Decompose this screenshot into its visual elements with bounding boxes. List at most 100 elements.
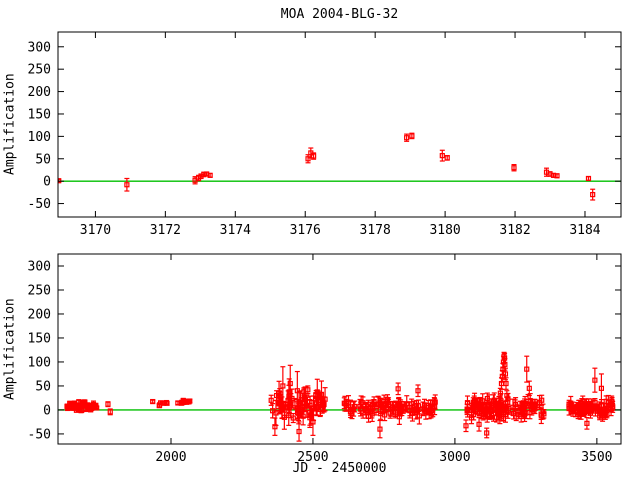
data-point	[342, 401, 348, 407]
data-point	[310, 419, 316, 425]
data-point	[526, 385, 532, 391]
x-tick-label: 3000	[439, 450, 470, 465]
y-tick-label: 250	[28, 63, 51, 78]
data-point	[150, 398, 156, 405]
data-point	[409, 133, 415, 139]
y-tick-label: 0	[43, 175, 51, 190]
data-point	[388, 406, 394, 412]
x-tick-label: 2000	[155, 450, 186, 465]
data-point	[577, 411, 583, 417]
data-point	[201, 171, 207, 178]
data-point	[540, 409, 546, 415]
y-tick-label: -50	[28, 197, 51, 212]
data-point	[280, 383, 286, 389]
data-point	[585, 175, 592, 182]
data-point	[511, 410, 517, 417]
y-tick-label: 100	[28, 355, 51, 370]
data-point	[605, 400, 611, 406]
y-tick-label: 300	[28, 259, 51, 274]
y-tick-label: 150	[28, 331, 51, 346]
data-point	[598, 385, 605, 391]
data-point	[181, 399, 187, 405]
data-point	[299, 404, 305, 411]
data-point	[503, 380, 509, 387]
data-point	[413, 403, 420, 409]
event-zoom-panel: 3170 3172 3174 3176 3178 3180 3182 3184 -50 0 50 10…	[28, 31, 622, 238]
data-point	[484, 396, 490, 402]
data-point	[580, 399, 586, 405]
data-point	[377, 426, 383, 432]
data-point	[506, 407, 512, 413]
y-tick-label: 200	[28, 85, 51, 100]
data-point	[468, 415, 475, 421]
y-tick-label: 150	[28, 107, 51, 122]
data-point	[505, 400, 511, 406]
data-point	[317, 393, 323, 400]
y-tick-label: 300	[28, 40, 51, 55]
x-tick-label: 3182	[499, 223, 530, 238]
data-point	[207, 172, 213, 178]
data-point	[89, 402, 95, 409]
x-tick-label: 3170	[80, 223, 111, 238]
data-point	[393, 401, 399, 408]
data-point	[592, 377, 598, 383]
data-point	[527, 409, 533, 415]
data-point	[105, 401, 111, 407]
data-point	[163, 399, 170, 406]
data-point	[290, 415, 296, 421]
x-tick-label: 3180	[429, 223, 460, 238]
data-points-layer	[64, 351, 616, 442]
data-point	[158, 400, 164, 406]
data-point	[554, 173, 560, 179]
data-point	[444, 155, 450, 161]
data-point	[522, 401, 528, 407]
x-tick-label: 2500	[297, 450, 328, 465]
full-lightcurve-panel: 2000 2500 3000 3500 -50 0 50 100 150 200 250 300	[28, 253, 622, 465]
data-point	[384, 397, 391, 403]
data-point	[502, 361, 508, 367]
data-point	[480, 398, 486, 404]
data-point	[575, 403, 581, 410]
x-tick-label: 3500	[581, 450, 612, 465]
data-point	[302, 396, 308, 402]
data-point	[404, 135, 410, 141]
data-point	[156, 403, 162, 409]
data-point	[276, 399, 283, 405]
data-point	[490, 410, 497, 417]
data-point	[349, 411, 355, 417]
data-point	[510, 404, 516, 410]
data-point	[521, 409, 527, 416]
panel-frame	[57, 253, 622, 445]
y-tick-label: 250	[28, 283, 51, 298]
data-point	[296, 428, 302, 435]
data-point	[414, 408, 420, 414]
chart-title: MOA 2004-BLG-32	[280, 7, 399, 22]
data-point	[415, 388, 421, 394]
data-point	[504, 392, 510, 399]
data-point	[311, 153, 317, 159]
data-point	[590, 192, 596, 198]
y-tick-label: 50	[35, 152, 51, 167]
data-point	[597, 406, 603, 412]
x-tick-label: 3178	[360, 223, 391, 238]
data-point	[484, 430, 490, 436]
data-point	[511, 165, 517, 171]
data-point	[528, 401, 534, 407]
data-point	[491, 397, 497, 403]
data-point	[463, 423, 469, 429]
data-point	[65, 404, 71, 411]
data-point	[268, 397, 274, 403]
data-point	[602, 409, 608, 415]
data-point	[378, 411, 384, 417]
data-point	[609, 404, 616, 410]
data-point	[300, 413, 306, 419]
data-point	[294, 388, 300, 394]
y-tick-label: -50	[28, 427, 51, 442]
data-point	[78, 407, 84, 414]
data-point	[287, 380, 293, 387]
data-point	[369, 409, 375, 415]
y-tick-label: 0	[43, 403, 51, 418]
data-point	[502, 371, 509, 377]
